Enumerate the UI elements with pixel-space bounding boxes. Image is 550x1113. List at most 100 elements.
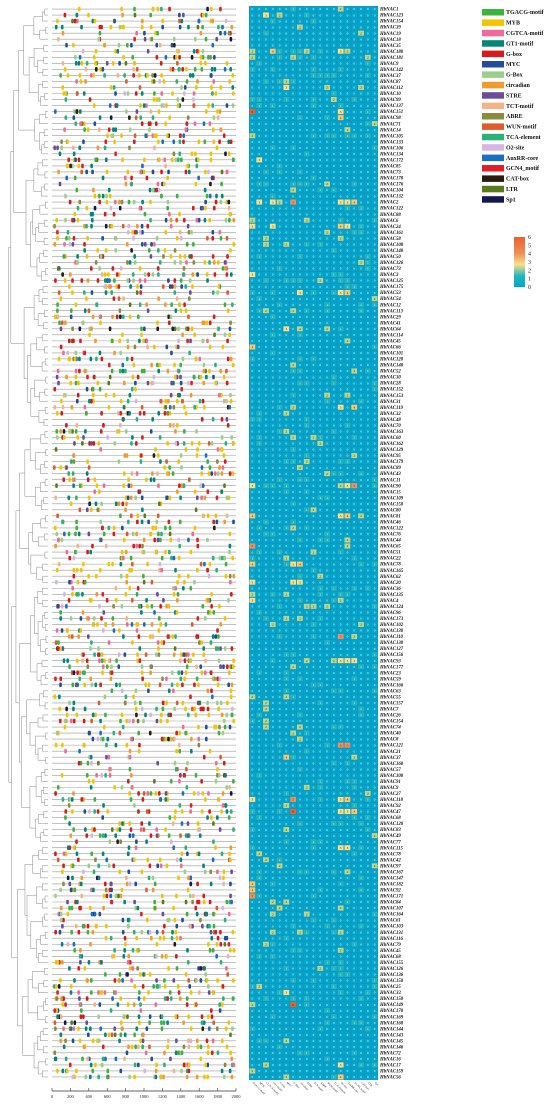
motif-mark bbox=[119, 893, 123, 899]
motif-mark bbox=[137, 730, 141, 736]
heatmap-cell-value: 0 bbox=[252, 25, 254, 29]
motif-mark bbox=[157, 272, 160, 277]
motif-mark bbox=[56, 368, 60, 374]
motif-mark bbox=[131, 561, 134, 567]
heatmap-cell-value: 0 bbox=[299, 122, 301, 126]
heatmap-cell-value: 0 bbox=[326, 31, 328, 35]
heatmap-cell-value: 0 bbox=[252, 74, 254, 78]
motif-mark bbox=[153, 537, 156, 543]
heatmap-cell bbox=[296, 48, 304, 55]
motif-mark bbox=[137, 996, 141, 1001]
motif-mark bbox=[226, 254, 229, 259]
motif-mark bbox=[61, 272, 64, 277]
heatmap-cell-value: 0 bbox=[252, 37, 254, 41]
motif-mark bbox=[69, 616, 73, 621]
heatmap-cell-value: 0 bbox=[333, 31, 335, 35]
heatmap-cell-value: 0 bbox=[265, 98, 267, 102]
motif-mark bbox=[205, 978, 209, 983]
motif-mark bbox=[114, 893, 118, 899]
heatmap-cell-value: 0 bbox=[299, 37, 301, 41]
heatmap-cell-value: 0 bbox=[252, 146, 254, 150]
heatmap-cell-value: 0 bbox=[360, 13, 362, 17]
heatmap-cell-value: 0 bbox=[306, 128, 308, 132]
motif-mark bbox=[138, 658, 142, 663]
motif-mark bbox=[53, 404, 57, 410]
motif-mark bbox=[102, 531, 106, 537]
heatmap-cell bbox=[262, 24, 270, 30]
motif-mark bbox=[118, 24, 122, 30]
motif-mark bbox=[153, 779, 156, 784]
motif-mark bbox=[182, 585, 185, 591]
motif-mark bbox=[136, 622, 140, 627]
heatmap-cell-value: 0 bbox=[319, 92, 321, 96]
motif-mark bbox=[204, 205, 207, 211]
heatmap-cell bbox=[364, 24, 371, 30]
motif-mark bbox=[71, 863, 75, 869]
motif-mark bbox=[184, 127, 188, 132]
motif-mark bbox=[228, 851, 231, 857]
motif-mark bbox=[85, 658, 89, 663]
heatmap-cell-value: 0 bbox=[374, 206, 376, 210]
heatmap-cell-value: 2 bbox=[279, 200, 281, 204]
motif-mark bbox=[114, 585, 118, 591]
motif-mark bbox=[212, 821, 215, 826]
heatmap-cell-value: 0 bbox=[313, 7, 315, 11]
motif-mark bbox=[73, 1020, 77, 1025]
motif-mark bbox=[128, 754, 132, 760]
motif-mark bbox=[196, 79, 199, 84]
heatmap-cell bbox=[256, 90, 263, 97]
heatmap-cell bbox=[323, 72, 331, 79]
motif-mark bbox=[195, 495, 199, 501]
heatmap-cell bbox=[371, 60, 378, 67]
motif-mark bbox=[103, 145, 107, 151]
motif-mark bbox=[193, 489, 197, 495]
motif-mark bbox=[100, 773, 104, 778]
motif-mark bbox=[179, 236, 183, 241]
motif-mark bbox=[120, 6, 123, 12]
heatmap-cell-value: 0 bbox=[326, 19, 328, 23]
heatmap-cell-value: 0 bbox=[299, 110, 301, 114]
heatmap-cell-value: 0 bbox=[326, 164, 328, 168]
heatmap-cell-value: 0 bbox=[292, 140, 294, 144]
heatmap-cell bbox=[289, 30, 297, 36]
heatmap-cell-value: 1 bbox=[319, 188, 321, 192]
motif-mark bbox=[167, 736, 170, 742]
motif-mark bbox=[173, 706, 176, 712]
motif-mark bbox=[53, 1008, 57, 1013]
motif-mark bbox=[112, 954, 116, 959]
motif-mark bbox=[181, 356, 185, 362]
heatmap-cell bbox=[276, 66, 283, 73]
heatmap-cell-value: 0 bbox=[326, 80, 328, 84]
motif-mark bbox=[224, 217, 228, 223]
motif-mark bbox=[231, 103, 235, 108]
heatmap-cell bbox=[344, 30, 351, 36]
motif-mark bbox=[199, 917, 202, 923]
motif-mark bbox=[159, 1074, 163, 1080]
motif-mark bbox=[121, 223, 125, 229]
motif-mark bbox=[56, 857, 60, 863]
heatmap-cell-value: 0 bbox=[265, 134, 267, 138]
motif-mark bbox=[217, 392, 221, 398]
heatmap-cell-value: 1 bbox=[306, 182, 308, 186]
heatmap-cell-value: 3 bbox=[340, 110, 342, 114]
motif-mark bbox=[143, 30, 146, 36]
motif-mark bbox=[123, 1032, 127, 1038]
heatmap-cell-value: 0 bbox=[333, 152, 335, 156]
motif-mark bbox=[120, 712, 124, 718]
heatmap-cell-value: 0 bbox=[265, 188, 267, 192]
motif-mark bbox=[125, 453, 129, 458]
motif-mark bbox=[119, 398, 123, 404]
motif-mark bbox=[68, 242, 72, 247]
motif-mark bbox=[151, 272, 155, 277]
motif-mark bbox=[97, 652, 100, 657]
motif-mark bbox=[118, 972, 122, 977]
motif-mark bbox=[106, 278, 110, 283]
heatmap-cell-value: 0 bbox=[272, 230, 274, 234]
heatmap-cell-value: 1 bbox=[374, 218, 376, 222]
heatmap-cell-value: 0 bbox=[353, 146, 355, 150]
motif-mark bbox=[231, 929, 235, 935]
heatmap-cell-value: 0 bbox=[319, 140, 321, 144]
heatmap-cell-value: 0 bbox=[285, 176, 287, 180]
motif-mark bbox=[92, 441, 96, 446]
heatmap-cell-value: 0 bbox=[285, 261, 287, 265]
